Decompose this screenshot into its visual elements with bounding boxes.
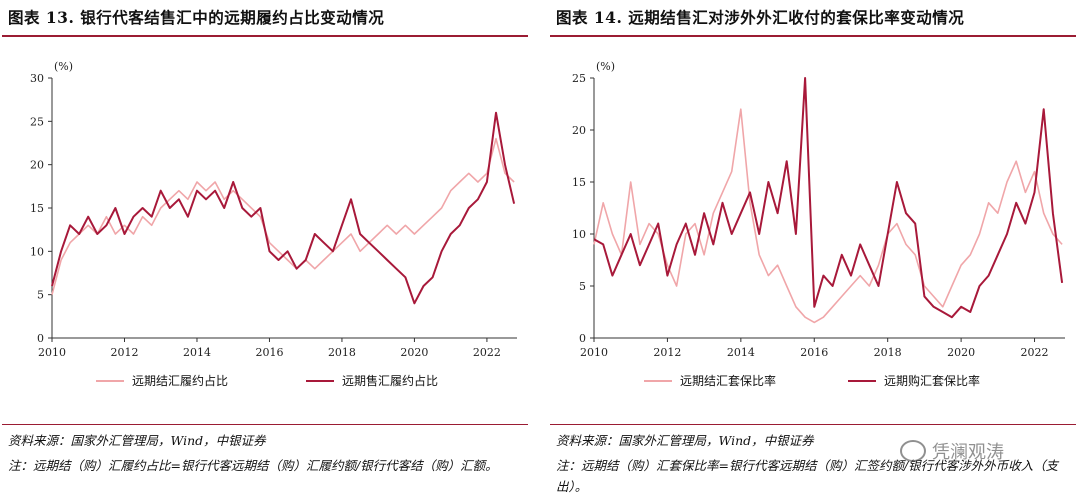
left-legend-item-2: 远期售汇履约占比 — [306, 372, 438, 389]
right-legend-item-2: 远期购汇套保比率 — [848, 372, 980, 389]
y-tick-label: 15 — [30, 202, 44, 215]
right-figure-title: 图表 14. 远期结售汇对涉外外汇收付的套保比率变动情况 — [556, 8, 965, 27]
series-line-1 — [51, 137, 515, 295]
y-unit-label: (%) — [54, 60, 73, 73]
right-note-text: 注：远期结（购）汇套保比率=银行代客远期结（购）汇签约额/银行代客涉外外币收入（… — [556, 458, 1059, 494]
x-tick-label: 2012 — [653, 346, 681, 359]
y-tick-label: 10 — [572, 228, 586, 241]
legend-swatch — [848, 379, 876, 382]
left-footer-rule — [2, 424, 528, 425]
right-title-rule — [550, 35, 1076, 37]
left-legend-item-1: 远期结汇履约占比 — [96, 372, 228, 389]
right-footer-rule — [550, 424, 1076, 425]
series-line-2 — [593, 77, 1064, 319]
y-tick-label: 25 — [30, 115, 44, 128]
x-tick-label: 2014 — [183, 346, 211, 359]
y-tick-label: 20 — [30, 159, 44, 172]
left-line-chart: 0 5 10 15 20 25 30 (%) 2010 2012 2014 2016 2018 2020 2… — [30, 60, 517, 359]
right-source-text: 资料来源：国家外汇管理局，Wind，中银证券 — [556, 433, 814, 448]
y-tick-label: 5 — [37, 289, 44, 302]
y-tick-label: 10 — [30, 245, 44, 258]
legend-label: 远期结汇套保比率 — [680, 374, 777, 388]
right-legend-item-1: 远期结汇套保比率 — [644, 372, 776, 389]
y-tick-label: 20 — [572, 124, 586, 137]
series-line-2 — [51, 111, 516, 305]
watermark-text: 凭澜观涛 — [932, 442, 1004, 463]
legend-label: 远期结汇履约占比 — [132, 374, 229, 388]
x-tick-label: 2022 — [473, 346, 501, 359]
right-figure-panel: 图表 14. 远期结售汇对涉外外汇收付的套保比率变动情况 0 5 10 15 20 25 (… — [548, 0, 1078, 501]
y-unit-label: (%) — [596, 60, 615, 73]
x-tick-label: 2016 — [255, 346, 283, 359]
y-tick-label: 15 — [572, 176, 586, 189]
legend-label: 远期购汇套保比率 — [884, 374, 981, 388]
left-figure-title: 图表 13. 银行代客结售汇中的远期履约占比变动情况 — [8, 8, 385, 27]
y-tick-label: 25 — [572, 72, 586, 85]
y-tick-label: 0 — [579, 332, 586, 345]
x-tick-label: 2010 — [580, 346, 608, 359]
left-source-text: 资料来源：国家外汇管理局，Wind，中银证券 — [8, 433, 266, 448]
legend-swatch — [644, 379, 672, 382]
y-tick-label: 30 — [30, 72, 44, 85]
y-tick-label: 0 — [37, 332, 44, 345]
y-tick-label: 5 — [579, 280, 586, 293]
x-tick-label: 2020 — [400, 346, 428, 359]
x-tick-label: 2022 — [1021, 346, 1049, 359]
right-line-chart: 0 5 10 15 20 25 (%) 2010 2012 2014 2016 2018 2020 202… — [572, 60, 1065, 359]
x-tick-label: 2016 — [800, 346, 828, 359]
series-line-1 — [593, 108, 1063, 324]
x-tick-label: 2012 — [110, 346, 138, 359]
legend-swatch — [306, 379, 334, 382]
x-tick-label: 2018 — [328, 346, 356, 359]
legend-swatch — [96, 379, 124, 382]
watermark: 凭澜观涛 — [900, 438, 1004, 464]
x-tick-label: 2018 — [874, 346, 902, 359]
x-tick-label: 2020 — [947, 346, 975, 359]
left-figure-panel: 图表 13. 银行代客结售汇中的远期履约占比变动情况 0 5 10 15 20 25 30 (… — [0, 0, 530, 501]
legend-label: 远期售汇履约占比 — [342, 374, 439, 388]
x-tick-label: 2014 — [727, 346, 755, 359]
left-title-rule — [2, 35, 528, 37]
wechat-icon — [900, 440, 926, 462]
x-tick-label: 2010 — [38, 346, 66, 359]
left-note-text: 注：远期结（购）汇履约占比=银行代客远期结（购）汇履约额/银行代客结（购）汇额。 — [8, 458, 498, 473]
